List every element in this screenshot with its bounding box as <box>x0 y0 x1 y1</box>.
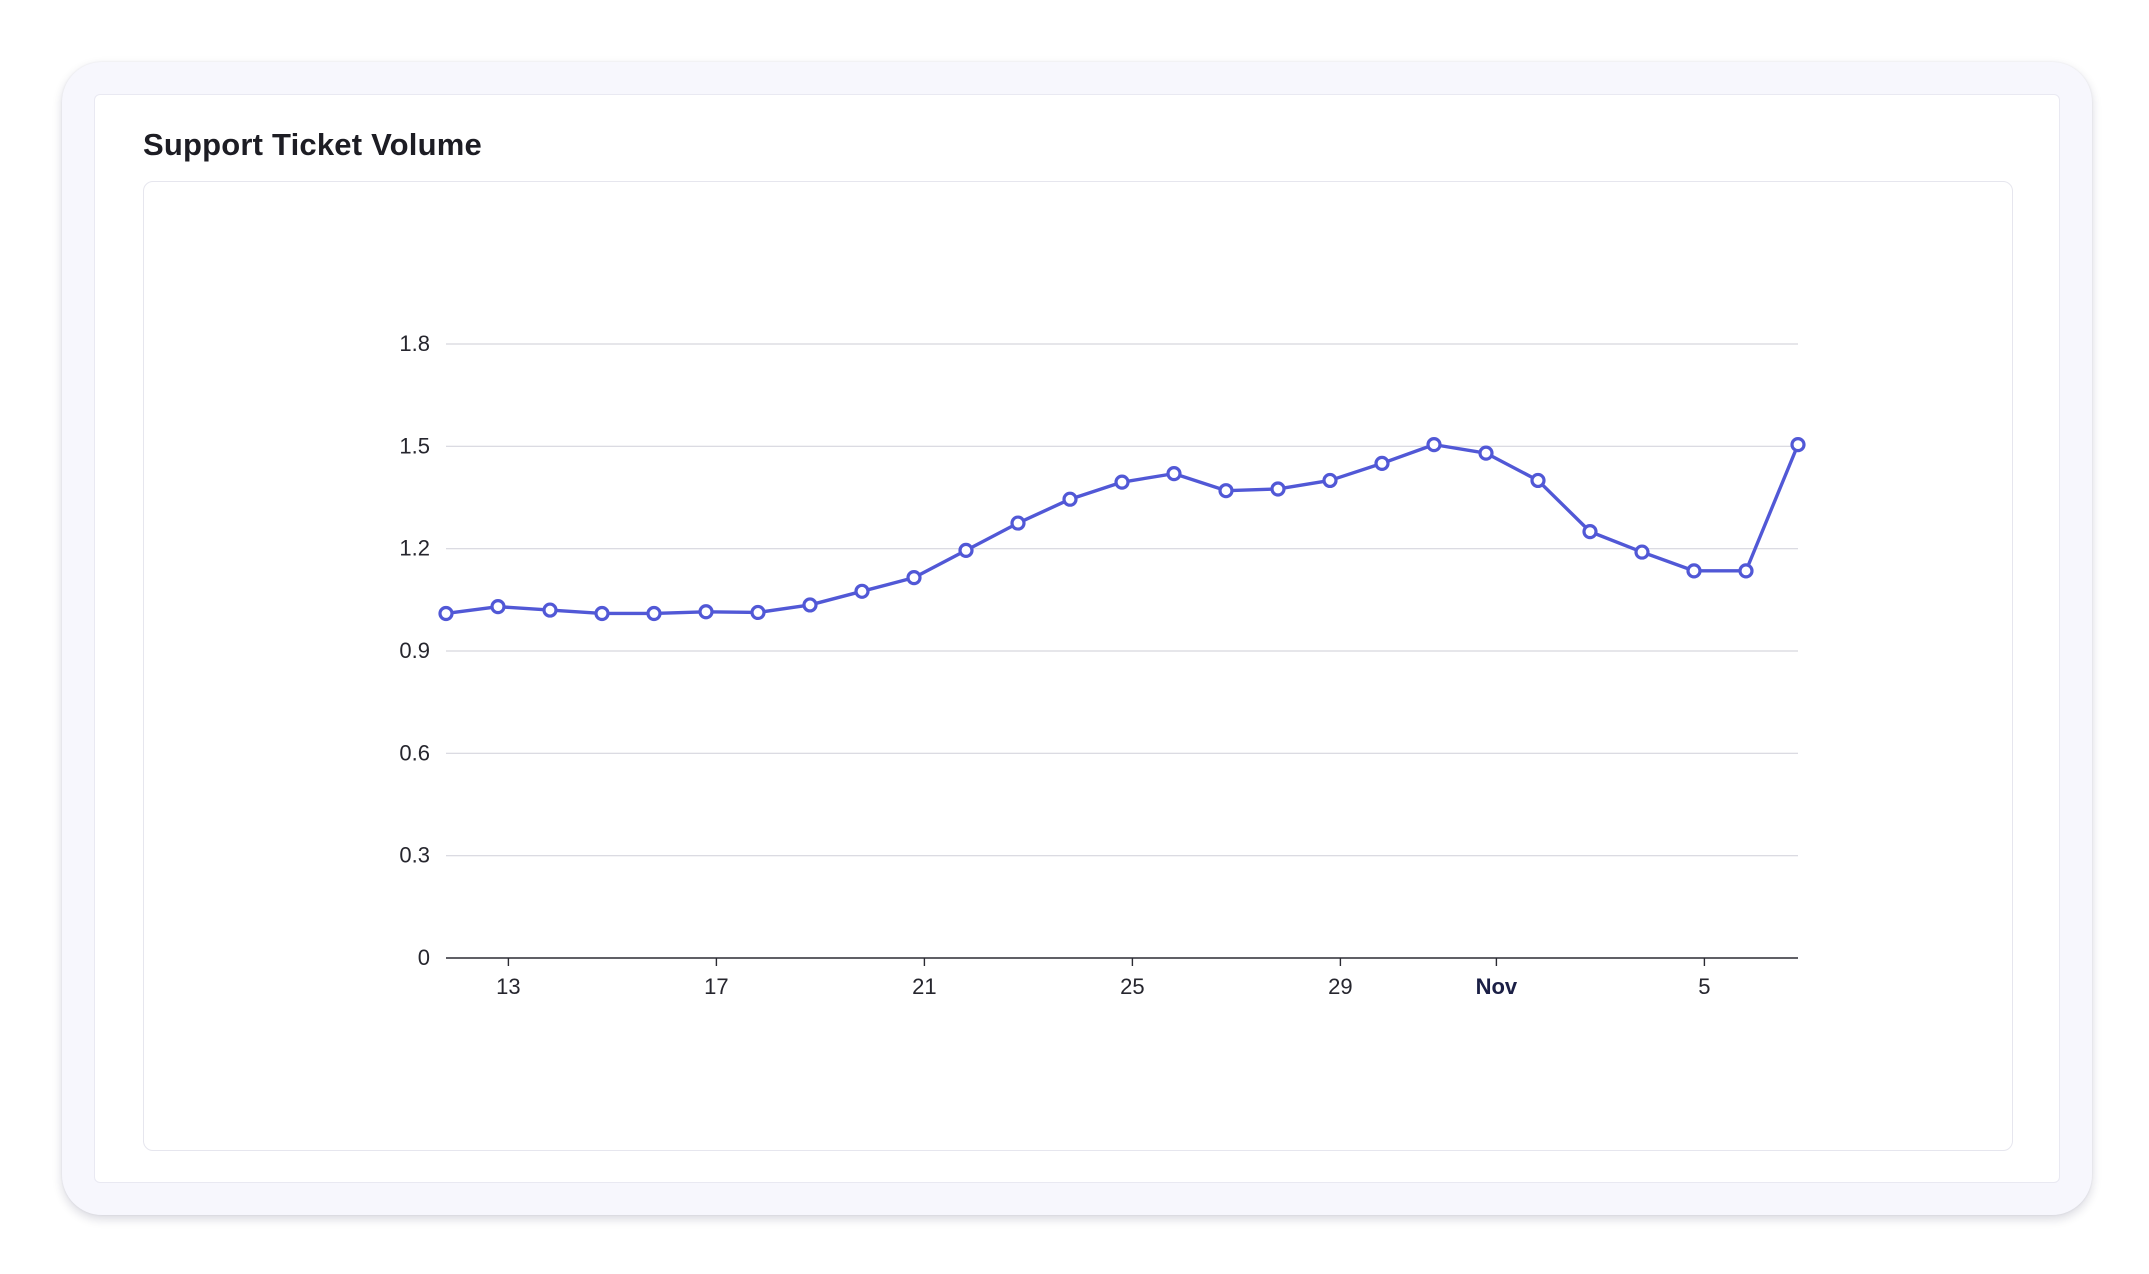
x-axis <box>446 957 1798 966</box>
data-point[interactable] <box>1686 563 1702 579</box>
chart-panel: 0 0.3 0.6 0.9 1.2 1.5 1.8 13 17 21 25 29 Nov 5 <box>143 181 2013 1151</box>
data-point[interactable] <box>594 605 610 622</box>
data-point[interactable] <box>1426 437 1442 453</box>
data-point[interactable] <box>490 599 506 615</box>
data-point[interactable] <box>1738 563 1754 579</box>
data-point[interactable] <box>1478 445 1494 461</box>
x-tick-label: 25 <box>1120 974 1144 999</box>
x-axis-labels: 13 17 21 25 29 Nov 5 <box>496 974 1710 999</box>
y-tick-label: 0.9 <box>399 638 430 663</box>
y-tick-label: 0 <box>418 945 430 970</box>
series-group <box>438 437 1806 622</box>
data-point[interactable] <box>1530 472 1546 489</box>
x-tick-label: 29 <box>1328 974 1352 999</box>
widget-frame: Support Ticket Volume 0 0.3 0.6 0.9 1.2 1.5 1.… <box>62 62 2092 1215</box>
data-point[interactable] <box>1218 483 1234 499</box>
y-tick-label: 0.6 <box>399 740 430 765</box>
data-point[interactable] <box>802 597 818 613</box>
data-point[interactable] <box>542 602 558 618</box>
data-point[interactable] <box>1582 524 1598 540</box>
x-tick-label: Nov <box>1476 974 1518 999</box>
data-point[interactable] <box>906 570 922 586</box>
y-tick-label: 0.3 <box>399 843 430 868</box>
data-point[interactable] <box>1010 515 1026 531</box>
x-tick-label: 5 <box>1698 974 1710 999</box>
line-chart: 0 0.3 0.6 0.9 1.2 1.5 1.8 13 17 21 25 29 Nov 5 <box>399 331 1806 999</box>
data-point[interactable] <box>1634 544 1650 560</box>
x-tick-label: 17 <box>704 974 728 999</box>
y-tick-label: 1.2 <box>399 536 430 561</box>
data-point[interactable] <box>750 604 766 621</box>
data-point[interactable] <box>854 583 870 599</box>
data-point[interactable] <box>1790 437 1806 453</box>
data-point[interactable] <box>438 605 454 622</box>
y-tick-label: 1.8 <box>399 331 430 356</box>
x-tick-label: 21 <box>912 974 936 999</box>
data-point[interactable] <box>1374 455 1390 471</box>
y-tick-label: 1.5 <box>399 433 430 458</box>
y-axis-labels: 0 0.3 0.6 0.9 1.2 1.5 1.8 <box>399 331 430 970</box>
data-point[interactable] <box>646 605 662 622</box>
data-point[interactable] <box>1322 472 1338 489</box>
chart-card: Support Ticket Volume 0 0.3 0.6 0.9 1.2 1.5 1.… <box>94 94 2060 1183</box>
data-point[interactable] <box>698 604 714 620</box>
data-point[interactable] <box>1166 466 1182 482</box>
data-point[interactable] <box>1062 491 1078 507</box>
card-title: Support Ticket Volume <box>143 127 482 162</box>
data-point[interactable] <box>958 542 974 558</box>
grid-lines <box>446 343 1798 857</box>
data-point[interactable] <box>1270 481 1286 497</box>
data-point[interactable] <box>1114 474 1130 490</box>
x-tick-label: 13 <box>496 974 520 999</box>
